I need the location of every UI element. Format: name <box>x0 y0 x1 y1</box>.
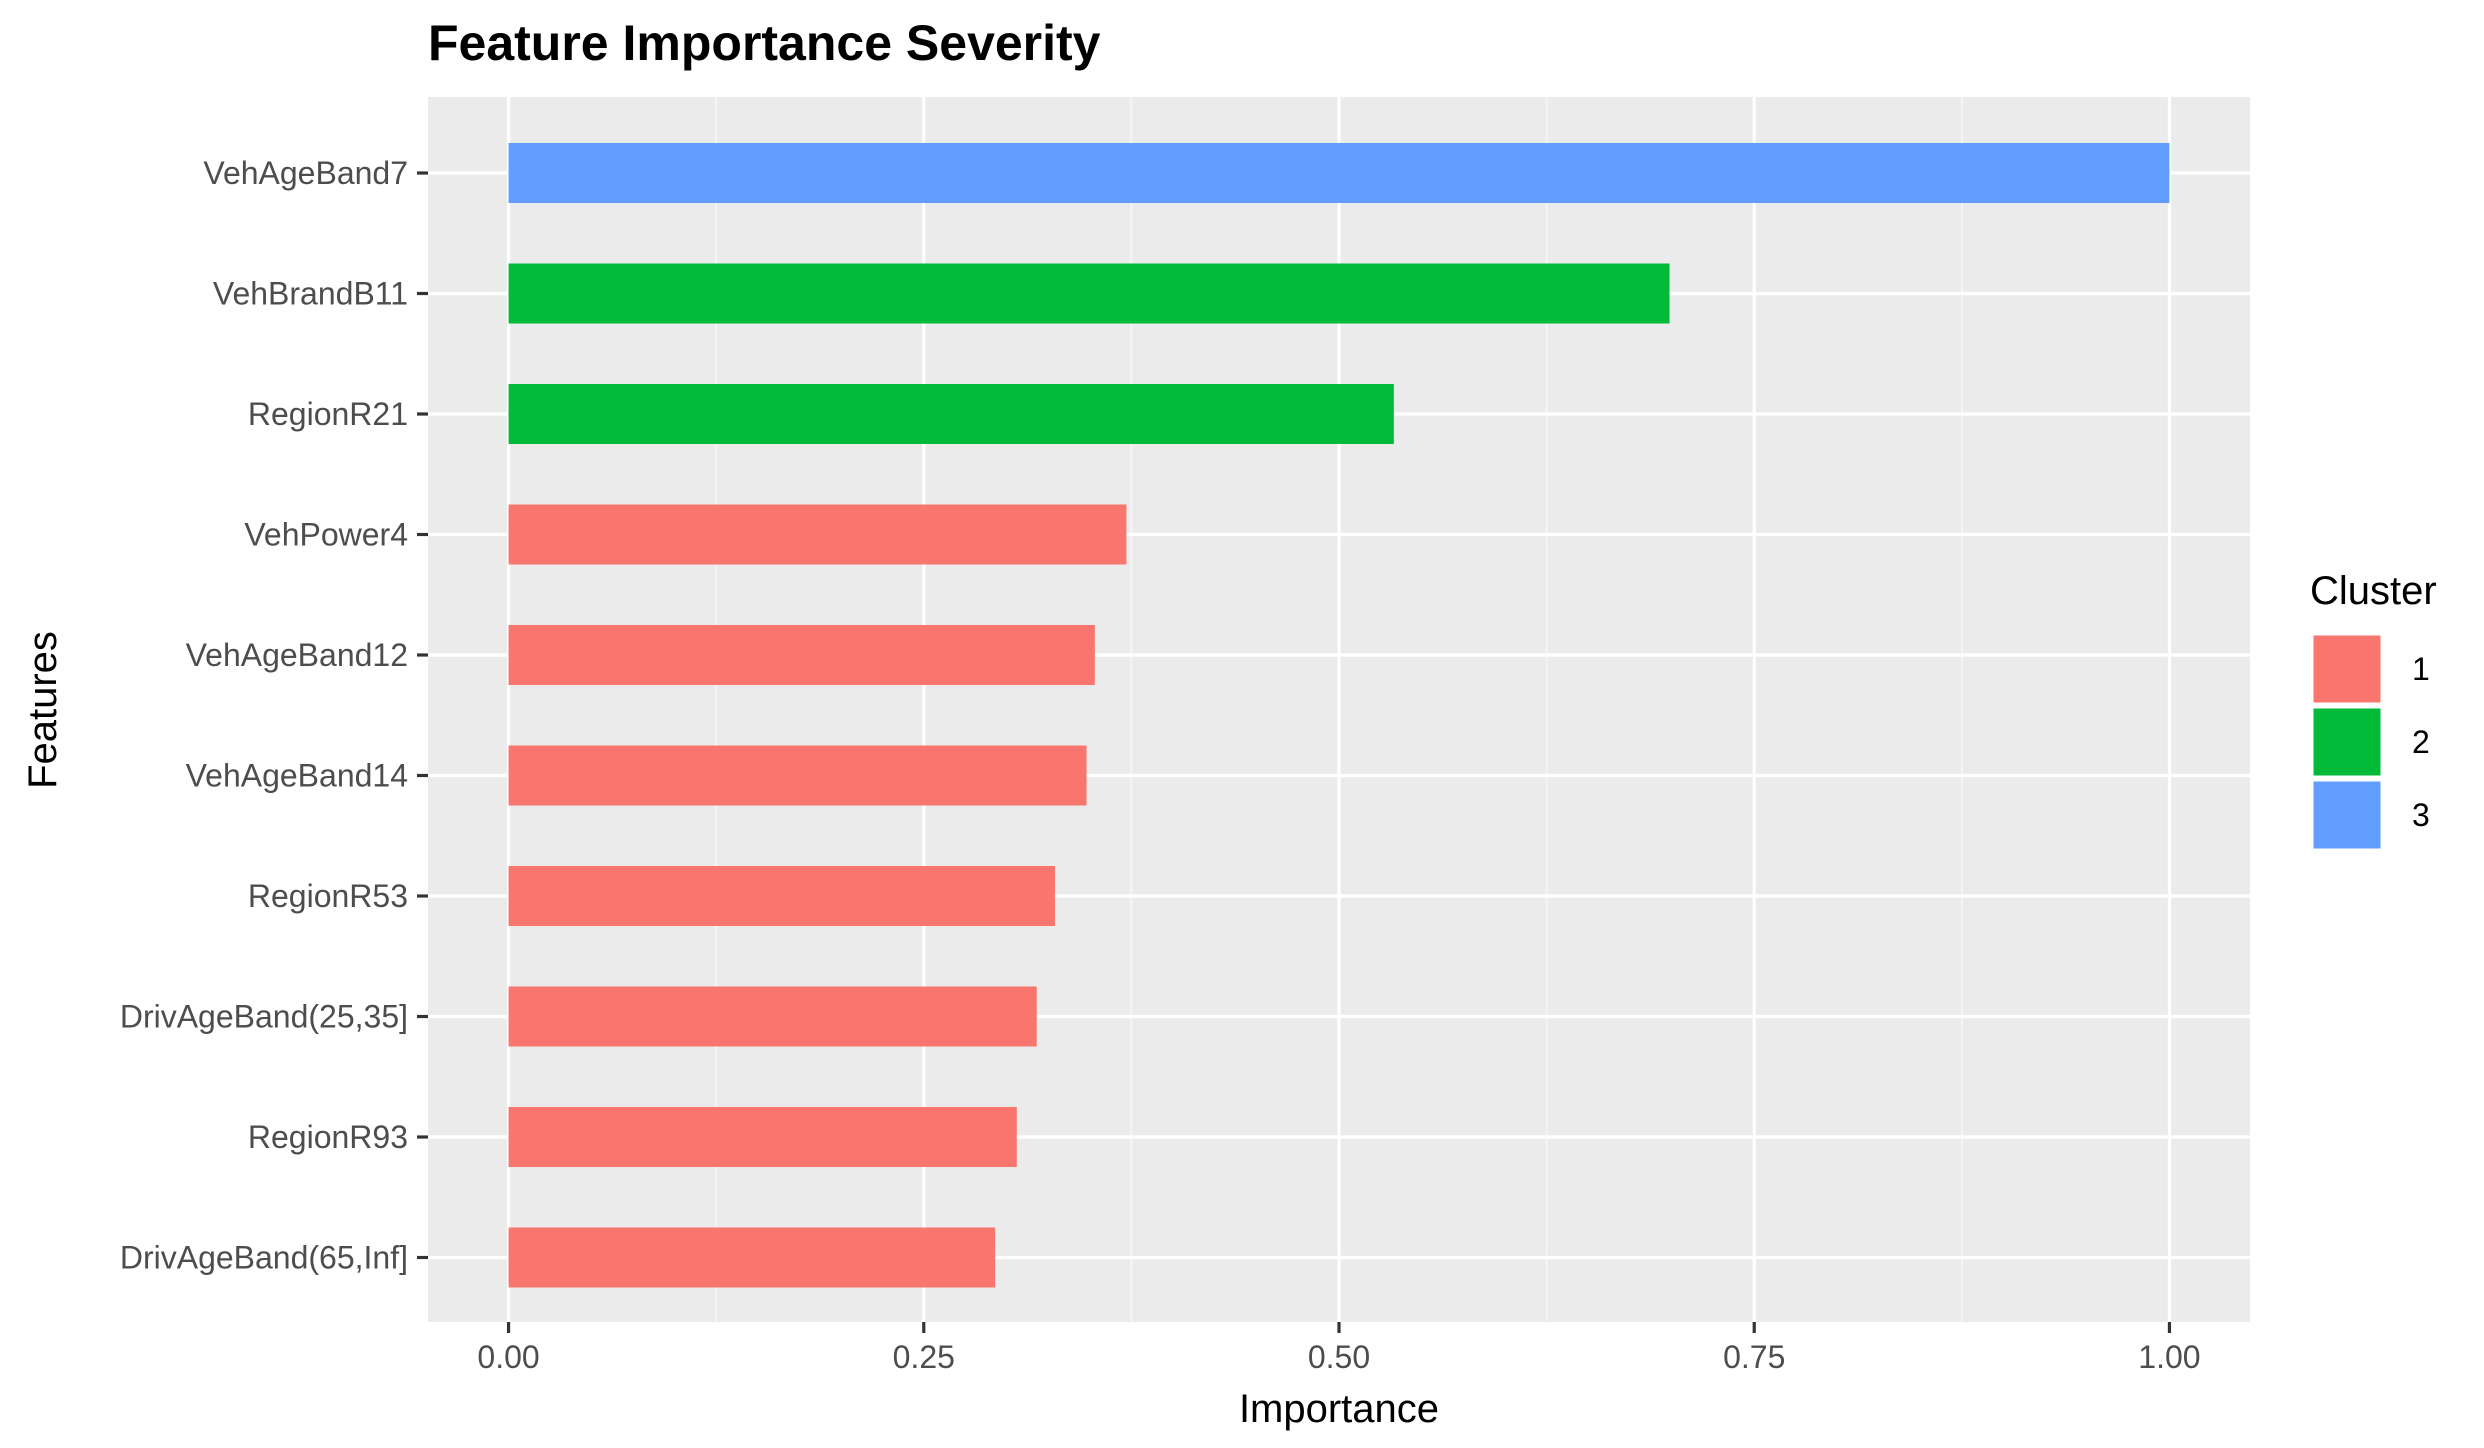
bar-regionr93 <box>508 1107 1017 1167</box>
legend-title: Cluster <box>2310 569 2437 613</box>
bar-drivageband-25-35 <box>508 986 1037 1047</box>
y-axis-title: Features <box>21 631 65 789</box>
y-tick-label: VehAgeBand7 <box>203 155 408 191</box>
y-tick-label: VehAgeBand14 <box>186 758 408 794</box>
y-tick-label: RegionR53 <box>248 878 408 914</box>
legend: Cluster 1 2 3 <box>2310 569 2437 852</box>
legend-label-1: 1 <box>2412 651 2430 687</box>
chart-title: Feature Importance Severity <box>428 15 1101 71</box>
bar-vehageband14 <box>508 745 1087 806</box>
x-tick-label: 0.25 <box>893 1339 955 1375</box>
x-tick-label: 1.00 <box>2138 1339 2200 1375</box>
bar-drivageband-65-inf <box>508 1227 996 1288</box>
bars-group <box>508 143 2170 1288</box>
bar-vehbrandb11 <box>508 263 1670 324</box>
legend-label-3: 3 <box>2412 797 2430 833</box>
legend-key-1 <box>2310 632 2384 706</box>
y-tick-label: VehPower4 <box>244 517 408 553</box>
y-tick-label: RegionR93 <box>248 1119 408 1155</box>
legend-key-3 <box>2310 778 2384 852</box>
bar-vehageband12 <box>508 625 1095 685</box>
x-tick-label: 0.75 <box>1723 1339 1785 1375</box>
legend-key-2 <box>2310 705 2384 779</box>
y-axis: VehAgeBand7 VehBrandB11 RegionR21 VehPower4… <box>120 155 428 1276</box>
bar-regionr21 <box>508 384 1394 444</box>
x-axis: 0.00 0.25 0.50 0.75 1.00 <box>477 1322 2201 1375</box>
x-axis-title: Importance <box>1239 1387 1439 1431</box>
y-tick-label: VehAgeBand12 <box>186 637 408 673</box>
legend-label-2: 2 <box>2412 724 2430 760</box>
x-tick-label: 0.00 <box>477 1339 539 1375</box>
y-tick-label: VehBrandB11 <box>213 276 408 312</box>
y-tick-label: DrivAgeBand(65,Inf] <box>120 1240 408 1276</box>
x-tick-label: 0.50 <box>1308 1339 1370 1375</box>
bar-regionr53 <box>508 866 1055 926</box>
y-tick-label: DrivAgeBand(25,35] <box>120 999 408 1035</box>
y-tick-label: RegionR21 <box>248 396 408 432</box>
bar-vehpower4 <box>508 504 1127 565</box>
bar-vehageband7 <box>508 143 2170 203</box>
